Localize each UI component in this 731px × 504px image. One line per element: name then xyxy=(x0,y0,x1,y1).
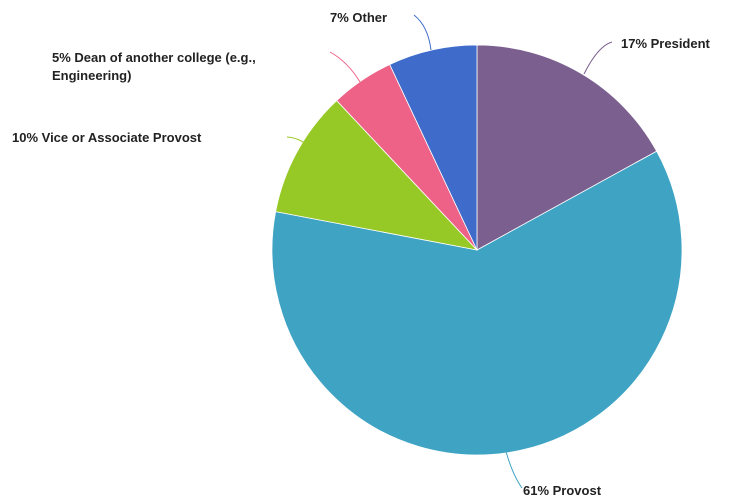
label-provost: 61% Provost xyxy=(523,483,602,498)
label-other: 7% Other xyxy=(330,10,387,25)
label-president: 17% President xyxy=(621,36,711,51)
label-vice-provost: 10% Vice or Associate Provost xyxy=(12,130,202,145)
label-dean-line-1: 5% Dean of another college (e.g., xyxy=(52,50,256,65)
leader-line-dean xyxy=(329,51,361,83)
leader-line-provost xyxy=(504,447,523,489)
leader-line-other xyxy=(413,14,432,51)
pie-slice-vice-or-associate-provost xyxy=(275,99,479,251)
pie-slices xyxy=(271,44,683,456)
leader-line-vice-provost xyxy=(286,136,313,151)
pie-slice-other xyxy=(389,44,478,251)
label-dean-line-2: Engineering) xyxy=(52,68,131,83)
leader-line-president xyxy=(583,41,613,75)
pie-slice-provost xyxy=(271,150,683,456)
pie-slice-president xyxy=(476,44,658,251)
